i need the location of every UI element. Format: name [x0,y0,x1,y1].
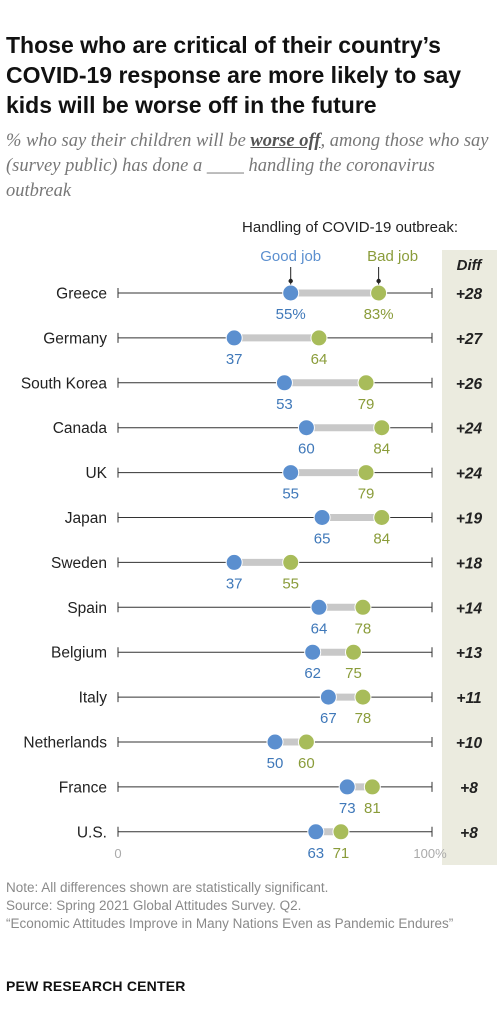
diff-header: Diff [457,257,484,274]
data-label-bad-job: 64 [311,351,328,368]
diff-value: +27 [456,331,484,348]
data-label-good-job: 64 [311,620,328,637]
diff-value: +11 [456,690,481,707]
footer-report: “Economic Attitudes Improve in Many Nati… [6,916,454,931]
dot-bad-job [373,509,391,526]
dot-bad-job [282,553,300,571]
footer-note: Note: All differences shown are statisti… [6,880,329,895]
data-label-bad-job: 78 [355,710,372,727]
dot-good-job [304,643,322,661]
legend-bad-pointer-tip [376,278,381,284]
data-label-bad-job: 60 [298,755,315,772]
dot-good-job [282,464,300,482]
diff-value: +10 [456,735,483,752]
legend-good-pointer-tip [288,278,293,284]
dot-bad-job [363,778,381,796]
dot-bad-job [345,643,362,661]
diff-value: +24 [456,466,483,483]
data-label-good-job: 62 [304,665,321,682]
diff-value: +8 [460,825,478,842]
dot-plot-chart: Handling of COVID-19 outbreak: Diff Good j… [21,219,497,865]
dot-bad-job [354,688,372,706]
dot-good-job [282,284,300,302]
diff-value: +13 [456,645,483,662]
category-label: Germany [43,330,107,347]
category-label: Italy [79,690,108,707]
data-label-good-job: 50 [267,755,284,772]
dot-bad-job [332,823,350,841]
subtitle-pre: % who say their children will be [6,131,251,151]
category-label: Greece [56,286,107,303]
category-label: Sweden [51,555,107,572]
diff-value: +14 [456,600,483,617]
data-label-bad-job: 83% [364,306,394,323]
dot-good-job [338,778,356,796]
dot-good-job [307,823,325,841]
data-label-good-job: 60 [298,441,315,458]
category-label: UK [85,465,107,482]
footer-source: Source: Spring 2021 Global Attitudes Sur… [6,898,302,913]
dot-good-job [310,598,328,616]
diff-value: +19 [456,511,483,528]
category-label: U.S. [77,824,107,841]
data-label-good-job: 73 [339,800,356,817]
category-label: Belgium [51,645,107,662]
dot-bad-job [373,419,391,437]
diff-value: +24 [456,421,483,438]
dot-good-job [319,688,337,706]
data-label-bad-job: 55 [282,575,299,592]
diff-column-background [442,250,497,865]
data-label-bad-job: 84 [373,531,390,548]
dot-bad-job [354,598,372,616]
data-label-good-job: 67 [320,710,337,727]
data-label-bad-job: 79 [358,486,375,503]
data-label-good-job: 37 [226,351,243,368]
data-label-bad-job: 84 [373,441,390,458]
dot-good-job [266,733,284,751]
chart-footer: Note: All differences shown are statisti… [6,879,496,933]
dot-good-job [275,374,293,392]
dot-good-job [297,419,315,437]
brand-logo-text: PEW RESEARCH CENTER [6,978,186,994]
diff-value: +8 [460,780,478,797]
x-tick-label-min: 0 [114,846,121,861]
dot-good-job [225,329,243,347]
category-label: Japan [65,510,107,527]
data-label-good-job: 65 [314,531,331,548]
data-label-bad-job: 78 [355,620,372,637]
category-label: South Korea [21,375,108,392]
legend-good-job: Good job [260,248,321,265]
data-label-good-job: 53 [276,396,293,413]
subtitle-emphasis: worse off [250,131,321,151]
dot-good-job [313,509,331,526]
dot-bad-job [357,374,375,392]
chart-subtitle: % who say their children will be worse o… [6,129,496,204]
data-label-bad-job: 75 [345,665,362,682]
diff-value: +28 [456,286,483,303]
dot-good-job [225,553,243,571]
data-label-bad-job: 79 [358,396,375,413]
dot-bad-job [310,329,328,347]
diff-value: +18 [456,555,483,572]
dot-bad-job [297,733,315,751]
x-tick-label-max: 100% [413,846,447,861]
chart-title: Those who are critical of their country’… [6,32,462,118]
chart-header: Handling of COVID-19 outbreak: [242,219,458,236]
data-label-good-job: 63 [307,845,324,862]
category-label: Canada [53,420,108,437]
subtitle-post: , among those who say (survey public) ha… [6,131,489,201]
data-label-good-job: 55 [282,486,299,503]
data-label-bad-job: 71 [333,845,350,862]
category-label: France [59,779,107,796]
category-label: Spain [67,600,107,617]
dot-bad-job [357,464,375,482]
data-label-good-job: 37 [226,575,243,592]
legend-bad-job: Bad job [367,248,418,265]
category-label: Netherlands [23,735,107,752]
data-label-good-job: 55% [276,306,306,323]
dot-bad-job [370,284,388,302]
data-label-bad-job: 81 [364,800,381,817]
diff-value: +26 [456,376,483,393]
